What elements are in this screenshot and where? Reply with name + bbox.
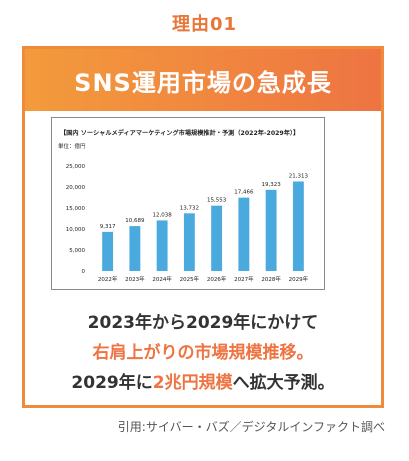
- x-tick-label: 2026年: [207, 275, 227, 283]
- bar: [238, 197, 250, 271]
- y-tick-label: 5,000: [69, 248, 85, 254]
- bar-value-label: 17,466: [234, 190, 254, 196]
- bar: [211, 205, 223, 271]
- bar: [102, 231, 114, 271]
- bars: [102, 181, 304, 271]
- x-tick-label: 2027年: [234, 275, 254, 283]
- body-line-3-highlight: 2兆円規模: [152, 373, 233, 393]
- y-tick-label: 25,000: [66, 164, 86, 170]
- body-line-3-part-c: へ拡大予測。: [232, 373, 335, 393]
- title-banner: SNS運用市場の急成長: [25, 49, 381, 111]
- bar-value-label: 15,553: [207, 198, 227, 204]
- bar: [156, 220, 168, 271]
- y-tick-label: 15,000: [66, 206, 86, 212]
- value-labels: 9,317 10,689 12,038 13,732 15,553 17,466 19,32…: [100, 173, 309, 229]
- x-axis-labels: 2022年 2023年 2024年 2025年 2026年 2027年 2028年 2029年: [98, 275, 309, 283]
- y-tick-label: 10,000: [66, 227, 86, 233]
- bar: [265, 189, 277, 271]
- x-tick-label: 2025年: [180, 275, 200, 283]
- bar-value-label: 13,732: [180, 205, 199, 211]
- bar: [129, 226, 141, 271]
- chart-title: 【国内 ソーシャルメディアマーケティング市場規模推計・予測（2022年-2029…: [60, 129, 299, 137]
- y-tick-label: 0: [82, 269, 86, 275]
- bar: [183, 213, 195, 271]
- chart-unit-label: 単位：億円: [58, 142, 86, 150]
- bar-value-label: 12,038: [153, 212, 173, 218]
- market-size-chart: 【国内 ソーシャルメディアマーケティング市場規模推計・予測（2022年-2029…: [51, 117, 325, 290]
- bar: [292, 181, 304, 271]
- bar-value-label: 19,323: [262, 182, 282, 188]
- x-tick-label: 2028年: [261, 275, 281, 283]
- chart-svg: 【国内 ソーシャルメディアマーケティング市場規模推計・予測（2022年-2029…: [58, 129, 309, 283]
- y-axis: 0 5,000 10,000 15,000 20,000 25,000: [66, 164, 86, 275]
- bar-value-label: 21,313: [289, 173, 309, 179]
- bar-value-label: 10,689: [125, 218, 145, 224]
- x-tick-label: 2029年: [289, 275, 309, 283]
- body-line-1: 2023年から2029年にかけて: [87, 313, 319, 333]
- banner-title: SNS運用市場の急成長: [74, 68, 332, 97]
- x-tick-label: 2023年: [125, 275, 145, 283]
- reason-label: 理由01: [171, 14, 238, 35]
- x-tick-label: 2022年: [98, 275, 118, 283]
- body-line-3: 2029年に2兆円規模へ拡大予測。: [22, 368, 384, 393]
- y-tick-label: 20,000: [66, 185, 86, 191]
- source-citation: 引用:サイバー・バズ／デジタルインファクト調べ: [117, 420, 385, 434]
- body-line-2: 右肩上がりの市場規模推移。: [92, 343, 314, 363]
- body-line-3-part-a: 2029年に: [71, 373, 153, 393]
- x-tick-label: 2024年: [152, 275, 172, 283]
- bar-value-label: 9,317: [100, 224, 116, 230]
